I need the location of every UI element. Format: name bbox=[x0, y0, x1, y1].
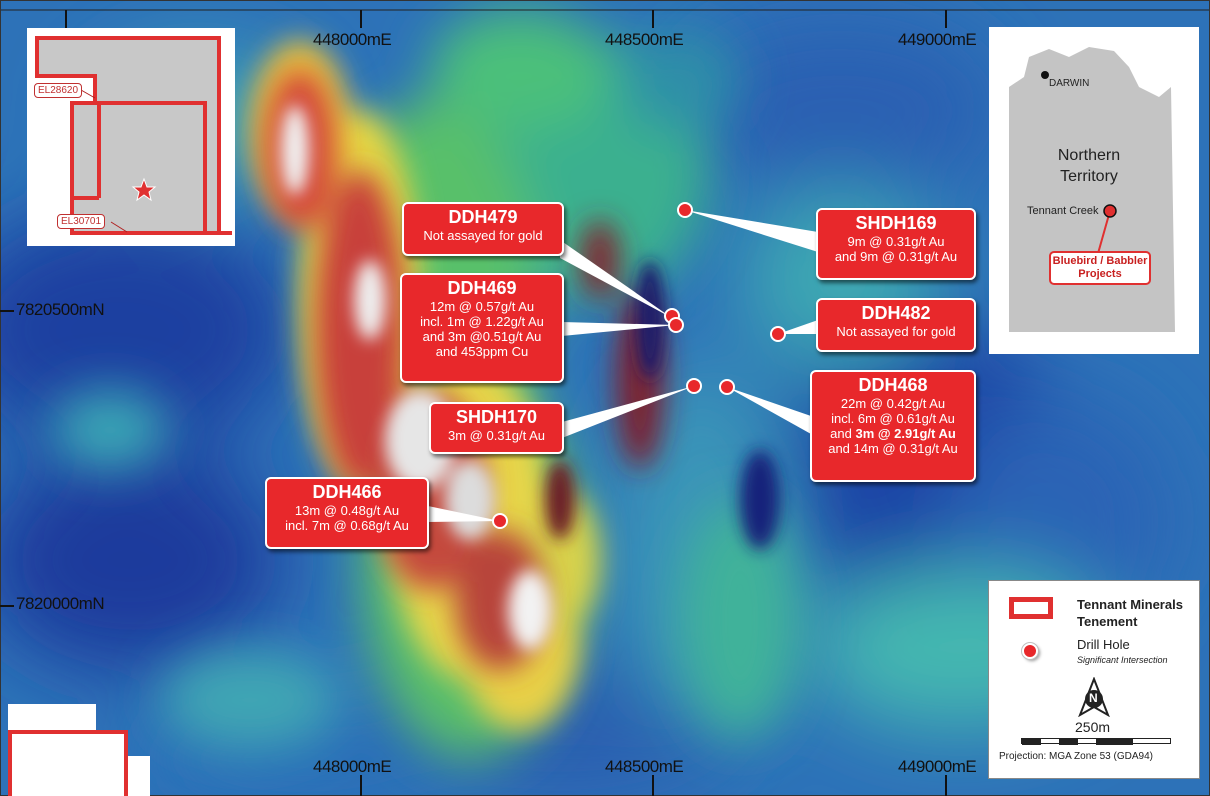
easting-label: 448500mE bbox=[605, 30, 684, 49]
callout-ddh482[interactable]: DDH482 Not assayed for gold bbox=[816, 298, 976, 352]
legend-tenement-label: Tennant Minerals bbox=[1077, 597, 1183, 612]
project-star-icon bbox=[131, 177, 157, 202]
intersection-text: Not assayed for gold bbox=[423, 228, 543, 243]
intersection-text: incl. 6m @ 0.61g/t Au bbox=[831, 411, 955, 426]
drill-hole-marker[interactable] bbox=[686, 378, 702, 394]
darwin-marker bbox=[1041, 71, 1049, 79]
grid-tick bbox=[0, 310, 14, 312]
intersection-text: incl. 1m @ 1.22g/t Au bbox=[420, 314, 544, 329]
tenement-outline bbox=[27, 28, 235, 246]
city-label: DARWIN bbox=[1049, 78, 1090, 89]
callout-ddh479[interactable]: DDH479 Not assayed for gold bbox=[402, 202, 564, 256]
grid-tick bbox=[652, 775, 654, 796]
hole-id: DDH482 bbox=[861, 303, 931, 323]
project-location-marker bbox=[1103, 204, 1117, 218]
leader-ddh468 bbox=[727, 387, 811, 434]
callout-ddh466[interactable]: DDH466 13m @ 0.48g/t Au incl. 7m @ 0.68g… bbox=[265, 477, 429, 549]
grid-tick bbox=[360, 10, 362, 28]
easting-label: 448000mE bbox=[313, 757, 392, 776]
northing-label: 7820000mN bbox=[16, 594, 105, 613]
hole-id: DDH468 bbox=[858, 375, 928, 395]
easting-label: 448000mE bbox=[313, 30, 392, 49]
location-inset: DARWIN Northern Territory Tennant Creek … bbox=[989, 27, 1199, 354]
legend: Tennant Minerals Tenement Drill Hole Sig… bbox=[988, 580, 1200, 779]
callout-ddh469[interactable]: DDH469 12m @ 0.57g/t Au incl. 1m @ 1.22g… bbox=[400, 273, 564, 383]
drill-hole-marker[interactable] bbox=[668, 317, 684, 333]
grid-tick bbox=[945, 775, 947, 796]
intersection-text: 22m @ 0.42g/t Au bbox=[840, 396, 946, 411]
tenement-swatch bbox=[1009, 597, 1053, 619]
project-label-line: Bluebird / Babbler bbox=[1052, 255, 1148, 267]
leader-shdh170 bbox=[562, 386, 694, 438]
intersection-text: and 3m @ 2.91g/t Au bbox=[818, 426, 968, 441]
callout-shdh170[interactable]: SHDH170 3m @ 0.31g/t Au bbox=[429, 402, 564, 454]
tenement-fragment bbox=[128, 756, 150, 796]
north-arrow-icon bbox=[1078, 677, 1110, 717]
northing-label: 7820500mN bbox=[16, 300, 105, 319]
region-label: Northern Territory bbox=[1029, 145, 1149, 187]
hole-id: DDH469 bbox=[447, 278, 517, 298]
legend-tenement-label: Tenement bbox=[1077, 614, 1138, 629]
projection-label: Projection: MGA Zone 53 (GDA94) bbox=[999, 751, 1153, 762]
project-label-line: Projects bbox=[1078, 268, 1122, 280]
intersection-highlight: 3m @ 2.91g/t Au bbox=[855, 426, 956, 441]
leader-shdh169 bbox=[685, 210, 818, 252]
hole-id: DDH479 bbox=[448, 207, 518, 227]
scale-bar bbox=[1021, 738, 1171, 745]
tenement-fragment bbox=[8, 730, 128, 796]
grid-tick bbox=[945, 10, 947, 28]
hole-id: SHDH169 bbox=[855, 213, 937, 233]
drill-hole-swatch bbox=[1022, 643, 1038, 659]
callout-shdh169[interactable]: SHDH169 9m @ 0.31g/t Au and 9m @ 0.31g/t… bbox=[816, 208, 976, 280]
callout-ddh468[interactable]: DDH468 22m @ 0.42g/t Au incl. 6m @ 0.61g… bbox=[810, 370, 976, 482]
scale-label: 250m bbox=[1075, 719, 1111, 735]
town-label: Tennant Creek bbox=[1027, 205, 1099, 217]
grid-tick bbox=[652, 10, 654, 28]
hole-id: DDH466 bbox=[312, 482, 382, 502]
leader-ddh469 bbox=[562, 322, 676, 336]
scale-bar-segment bbox=[1096, 739, 1133, 745]
intersection-text: 9m @ 0.31g/t Au bbox=[847, 234, 945, 249]
intersection-text: 13m @ 0.48g/t Au bbox=[294, 503, 400, 518]
tenement-inset: EL28620 EL30701 bbox=[27, 28, 235, 246]
grid-tick bbox=[360, 775, 362, 796]
easting-label: 448500mE bbox=[605, 757, 684, 776]
leader-ddh479 bbox=[560, 240, 672, 318]
easting-label: 449000mE bbox=[898, 30, 977, 49]
intersection-text: and 14m @ 0.31g/t Au bbox=[828, 441, 958, 456]
region-label-line: Northern bbox=[1057, 147, 1121, 164]
leader-ddh466 bbox=[428, 506, 500, 522]
drill-hole-marker[interactable] bbox=[719, 379, 735, 395]
hole-id: SHDH170 bbox=[455, 407, 538, 427]
scale-bar-segment bbox=[1059, 739, 1078, 745]
region-label-line: Territory bbox=[1060, 168, 1118, 185]
legend-significant-label: Significant Intersection bbox=[1077, 655, 1168, 665]
intersection-text-prefix: and bbox=[830, 426, 856, 441]
legend-drill-hole-label: Drill Hole bbox=[1077, 637, 1130, 652]
intersection-text: Not assayed for gold bbox=[836, 324, 956, 339]
project-label: Bluebird / Babbler Projects bbox=[1049, 251, 1151, 285]
intersection-text: 3m @ 0.31g/t Au bbox=[447, 428, 546, 443]
tenement-label: EL30701 bbox=[57, 214, 106, 229]
intersection-text: incl. 7m @ 0.68g/t Au bbox=[285, 518, 409, 533]
territory-outline bbox=[1009, 47, 1175, 332]
tenement-label: EL28620 bbox=[34, 83, 83, 98]
drill-hole-marker[interactable] bbox=[492, 513, 508, 529]
leader-ddh482 bbox=[778, 320, 818, 334]
scale-bar-segment bbox=[1022, 739, 1041, 745]
intersection-text: and 3m @0.51g/t Au bbox=[422, 329, 542, 344]
north-label: N bbox=[1089, 691, 1098, 705]
grid-tick bbox=[65, 10, 67, 30]
intersection-text: and 453ppm Cu bbox=[435, 344, 529, 359]
intersection-text: and 9m @ 0.31g/t Au bbox=[834, 249, 958, 264]
intersection-text: 12m @ 0.57g/t Au bbox=[429, 299, 535, 314]
grid-tick bbox=[0, 605, 14, 607]
tenement-fragment bbox=[8, 704, 96, 734]
drill-hole-marker[interactable] bbox=[770, 326, 786, 342]
drill-hole-marker[interactable] bbox=[677, 202, 693, 218]
easting-label: 449000mE bbox=[898, 757, 977, 776]
